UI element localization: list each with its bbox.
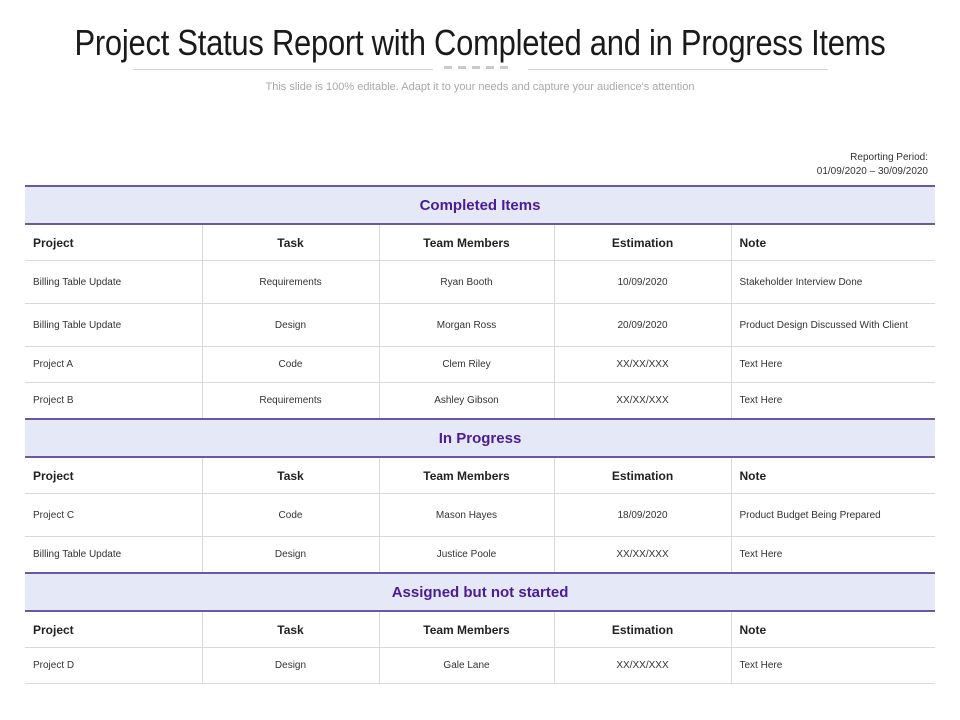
cell-note: Text Here [731, 346, 936, 383]
cell-task: Code [202, 493, 380, 537]
table-row: Billing Table Update Design Justice Pool… [25, 536, 936, 574]
column-header-project: Project [25, 611, 203, 648]
column-header-note: Note [731, 457, 936, 494]
cell-team-member: Ryan Booth [379, 260, 555, 304]
status-report-table: Completed Items Project Task Team Member… [25, 185, 936, 684]
column-header-row: Project Task Team Members Estimation Not… [25, 457, 936, 494]
cell-project: Billing Table Update [25, 303, 203, 347]
divider-dot [486, 66, 494, 69]
section-header-completed: Completed Items [25, 185, 936, 225]
reporting-period: Reporting Period: 01/09/2020 – 30/09/202… [817, 151, 928, 179]
cell-note: Product Budget Being Prepared [731, 493, 936, 537]
cell-project: Project C [25, 493, 203, 537]
title-divider-left [133, 69, 433, 70]
column-header-row: Project Task Team Members Estimation Not… [25, 611, 936, 648]
divider-dot [444, 66, 452, 69]
cell-task: Design [202, 536, 380, 574]
cell-estimation: XX/XX/XXX [554, 346, 732, 383]
cell-team-member: Ashley Gibson [379, 382, 555, 420]
page-title: Project Status Report with Completed and… [74, 22, 886, 63]
column-header-project: Project [25, 224, 203, 261]
column-header-estimation: Estimation [554, 457, 732, 494]
column-header-team-members: Team Members [379, 224, 555, 261]
cell-team-member: Clem Riley [379, 346, 555, 383]
column-header-task: Task [202, 224, 380, 261]
table-row: Billing Table Update Design Morgan Ross … [25, 303, 936, 347]
divider-dot [472, 66, 480, 69]
section-header-in-progress: In Progress [25, 418, 936, 458]
title-divider-dots [444, 66, 520, 72]
cell-estimation: XX/XX/XXX [554, 647, 732, 684]
cell-note: Text Here [731, 536, 936, 574]
column-header-note: Note [731, 611, 936, 648]
table-row: Project C Code Mason Hayes 18/09/2020 Pr… [25, 493, 936, 537]
cell-project: Project B [25, 382, 203, 420]
cell-note: Product Design Discussed With Client [731, 303, 936, 347]
cell-project: Project D [25, 647, 203, 684]
cell-note: Stakeholder Interview Done [731, 260, 936, 304]
cell-project: Billing Table Update [25, 536, 203, 574]
cell-team-member: Gale Lane [379, 647, 555, 684]
cell-estimation: XX/XX/XXX [554, 382, 732, 420]
cell-project: Project A [25, 346, 203, 383]
cell-note: Text Here [731, 382, 936, 420]
cell-team-member: Morgan Ross [379, 303, 555, 347]
cell-task: Design [202, 303, 380, 347]
cell-task: Requirements [202, 260, 380, 304]
divider-dot [458, 66, 466, 69]
cell-estimation: XX/XX/XXX [554, 536, 732, 574]
column-header-estimation: Estimation [554, 611, 732, 648]
section-title: Completed Items [25, 185, 936, 225]
section-title: In Progress [25, 418, 936, 458]
cell-team-member: Mason Hayes [379, 493, 555, 537]
column-header-team-members: Team Members [379, 457, 555, 494]
column-header-team-members: Team Members [379, 611, 555, 648]
table-row: Billing Table Update Requirements Ryan B… [25, 260, 936, 304]
cell-team-member: Justice Poole [379, 536, 555, 574]
column-header-row: Project Task Team Members Estimation Not… [25, 224, 936, 261]
cell-note: Text Here [731, 647, 936, 684]
section-header-not-started: Assigned but not started [25, 572, 936, 612]
column-header-task: Task [202, 611, 380, 648]
cell-estimation: 18/09/2020 [554, 493, 732, 537]
section-title: Assigned but not started [25, 572, 936, 612]
cell-estimation: 20/09/2020 [554, 303, 732, 347]
page-subtitle: This slide is 100% editable. Adapt it to… [265, 81, 695, 93]
column-header-project: Project [25, 457, 203, 494]
cell-task: Code [202, 346, 380, 383]
title-divider-right [528, 69, 828, 70]
cell-estimation: 10/09/2020 [554, 260, 732, 304]
cell-task: Design [202, 647, 380, 684]
reporting-period-range: 01/09/2020 – 30/09/2020 [816, 166, 928, 177]
reporting-period-label: Reporting Period: [850, 152, 928, 163]
column-header-note: Note [731, 224, 936, 261]
table-row: Project A Code Clem Riley XX/XX/XXX Text… [25, 346, 936, 383]
table-row: Project B Requirements Ashley Gibson XX/… [25, 382, 936, 420]
divider-dot [500, 66, 508, 69]
table-row: Project D Design Gale Lane XX/XX/XXX Tex… [25, 647, 936, 684]
cell-task: Requirements [202, 382, 380, 420]
cell-project: Billing Table Update [25, 260, 203, 304]
column-header-estimation: Estimation [554, 224, 732, 261]
column-header-task: Task [202, 457, 380, 494]
